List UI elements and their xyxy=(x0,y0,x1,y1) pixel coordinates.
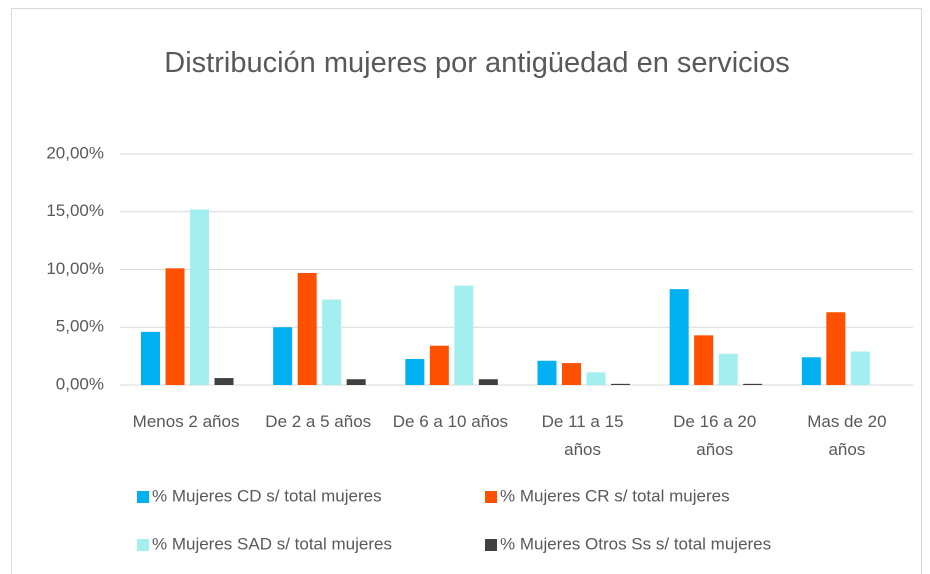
bar xyxy=(346,379,366,385)
bar xyxy=(478,379,498,385)
chart-title: Distribución mujeres por antigüedad en s… xyxy=(164,47,790,79)
bar xyxy=(322,299,342,385)
y-tick-label: 15,00% xyxy=(46,201,104,220)
bar xyxy=(429,345,449,385)
bar xyxy=(273,327,293,385)
x-tick-label: Menos 2 años xyxy=(132,412,240,431)
bar xyxy=(214,378,234,385)
x-tick-label: De 16 a 20 años xyxy=(673,412,757,459)
bar xyxy=(694,335,714,385)
legend-swatch xyxy=(137,491,149,503)
y-tick-label: 5,00% xyxy=(56,317,104,336)
x-tick-label: De 11 a 15 años xyxy=(541,412,624,459)
bar xyxy=(826,312,846,385)
bar xyxy=(850,351,870,385)
bar xyxy=(669,289,689,385)
bar xyxy=(718,353,738,385)
x-tick-label: De 2 a 5 años xyxy=(265,412,372,431)
bar xyxy=(586,372,606,385)
bar xyxy=(611,383,630,385)
bar xyxy=(454,285,474,385)
bar xyxy=(562,363,581,385)
legend-swatch xyxy=(137,539,149,551)
legend-swatch xyxy=(485,491,497,503)
bar xyxy=(141,331,160,385)
legend-label: % Mujeres Otros Ss s/ total mujeres xyxy=(500,534,771,553)
bar xyxy=(190,209,209,385)
bar xyxy=(537,360,557,385)
y-tick-label: 10,00% xyxy=(46,259,104,278)
bar xyxy=(743,383,763,385)
legend-swatch xyxy=(485,539,497,551)
y-tick-label: 20,00% xyxy=(46,143,104,162)
bar xyxy=(405,359,425,385)
x-tick-label: De 6 a 10 años xyxy=(392,412,509,431)
legend-label: % Mujeres CD s/ total mujeres xyxy=(152,486,382,505)
bar xyxy=(801,357,821,385)
bar xyxy=(297,272,317,385)
y-tick-label: 0,00% xyxy=(56,374,104,393)
bar xyxy=(165,268,185,385)
legend-label: % Mujeres CR s/ total mujeres xyxy=(500,486,730,505)
legend-label: % Mujeres SAD s/ total mujeres xyxy=(152,534,392,553)
x-tick-label: Mas de 20 años xyxy=(807,412,887,459)
